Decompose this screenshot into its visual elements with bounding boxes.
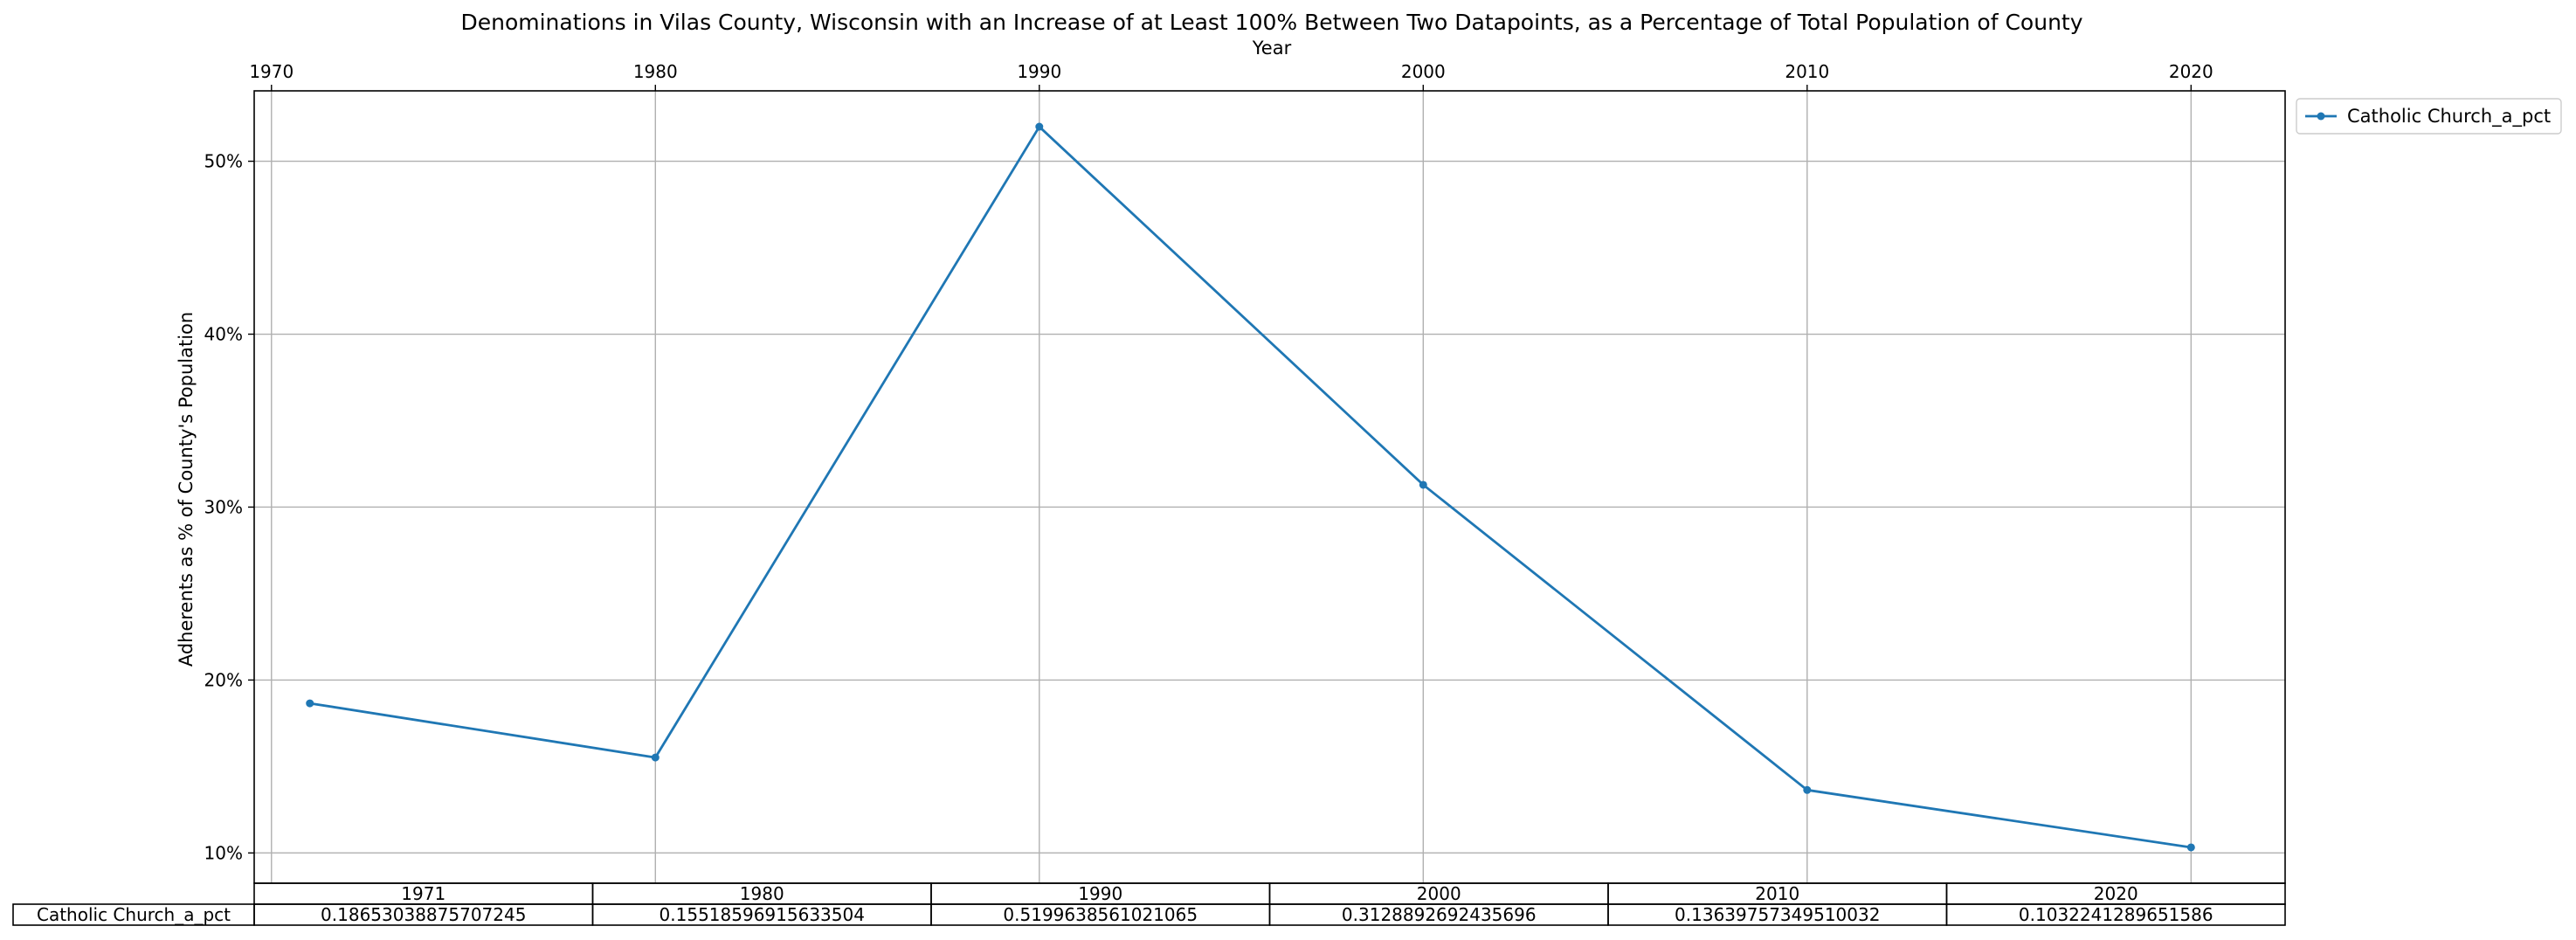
table-cell-value: 0.1032241289651586: [2019, 904, 2213, 925]
data-point: [651, 753, 660, 762]
table-column-header: 2020: [2094, 883, 2138, 904]
table-cell-value: 0.15518596915633504: [660, 904, 865, 925]
y-axis-label: Adherents as % of County's Population: [176, 312, 197, 667]
data-point: [2186, 843, 2195, 852]
x-tick-label: 1980: [633, 61, 678, 82]
table-row-label: Catholic Church_a_pct: [37, 904, 231, 925]
y-tick-label: 50%: [204, 151, 243, 172]
table-column-header: 2000: [1417, 883, 1461, 904]
table-cell-value: 0.3128892692435696: [1342, 904, 1537, 925]
x-tick-label: 2000: [1401, 61, 1446, 82]
y-tick-label: 30%: [204, 496, 243, 517]
series-layer: [306, 122, 2195, 852]
table-row-label-cell: [12, 903, 255, 926]
x-axis-ticks: 1970 1980 1990 2000 2010 2020: [249, 61, 2213, 91]
table-cell-value: 0.13639757349510032: [1675, 904, 1880, 925]
legend: Catholic Church_a_pct: [2296, 98, 2562, 135]
data-point: [1035, 122, 1044, 131]
x-tick-label: 2020: [2169, 61, 2213, 82]
plot-frame: [253, 90, 2286, 884]
y-tick-label: 10%: [204, 842, 243, 863]
y-tick-label: 20%: [204, 669, 243, 690]
data-point: [1803, 785, 1812, 794]
table-value-cell: [1945, 903, 2286, 926]
legend-swatch-marker: [2317, 112, 2325, 121]
table-cell-value: 0.5199638561021065: [1003, 904, 1198, 925]
x-axis-label: Year: [1252, 38, 1292, 59]
grid: [254, 91, 2285, 883]
x-tick-label: 2010: [1785, 61, 1829, 82]
x-tick-label: 1970: [249, 61, 294, 82]
data-point: [1419, 480, 1427, 489]
table-column-header: 1971: [401, 883, 445, 904]
table-column-header: 1980: [740, 883, 784, 904]
legend-entry: Catholic Church_a_pct: [2347, 106, 2551, 128]
chart-title: Denominations in Vilas County, Wisconsin…: [460, 10, 2082, 35]
y-tick-label: 40%: [204, 324, 243, 345]
series-line: [309, 125, 2192, 849]
table-cell-value: 0.18653038875707245: [321, 904, 526, 925]
x-tick-label: 1990: [1017, 61, 1061, 82]
table-column-header: 1990: [1078, 883, 1122, 904]
data-point: [306, 699, 314, 708]
table-column-header: 2010: [1755, 883, 1799, 904]
legend-box: [2296, 98, 2562, 135]
y-axis-ticks: 10% 20% 30% 40% 50%: [204, 151, 254, 863]
